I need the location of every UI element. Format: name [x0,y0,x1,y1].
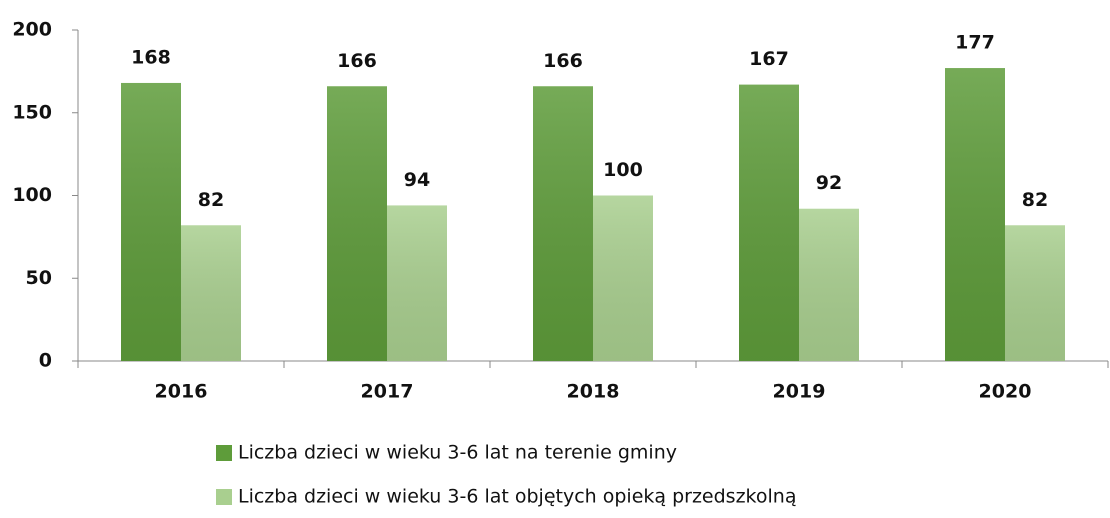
y-tick-label: 150 [12,101,52,123]
y-tick-label: 50 [26,267,52,289]
legend-text: Liczba dzieci w wieku 3-6 lat na terenie… [238,442,677,464]
data-label: 82 [1022,189,1048,211]
data-label: 177 [955,32,995,54]
bar-shade [1005,225,1065,361]
y-tick-label: 0 [39,350,52,372]
bar-shade [533,86,593,362]
bar-shade [387,205,447,361]
bar-shade [739,84,799,362]
x-tick-label: 2020 [979,381,1032,403]
bar-shade [121,82,181,362]
x-tick-label: 2018 [567,381,620,403]
y-tick-label: 200 [12,19,52,41]
data-label: 100 [603,159,643,181]
data-label: 166 [543,50,583,72]
data-label: 166 [337,50,377,72]
y-tick-label: 100 [12,184,52,206]
bar-shade [327,86,387,362]
data-label: 168 [131,46,171,68]
x-tick-label: 2019 [773,381,826,403]
x-tick-label: 2017 [361,381,414,403]
bar-shade [945,68,1005,361]
data-label: 82 [198,189,224,211]
bar-shade [799,208,859,361]
bar-shade [181,225,241,361]
data-label: 94 [404,169,430,191]
legend-swatch [216,489,232,505]
data-label: 92 [816,172,842,194]
x-tick-label: 2016 [155,381,208,403]
bar-shade [593,195,653,361]
data-label: 167 [749,48,789,70]
legend-swatch [216,445,232,461]
legend-text: Liczba dzieci w wieku 3-6 lat objętych o… [238,486,796,508]
